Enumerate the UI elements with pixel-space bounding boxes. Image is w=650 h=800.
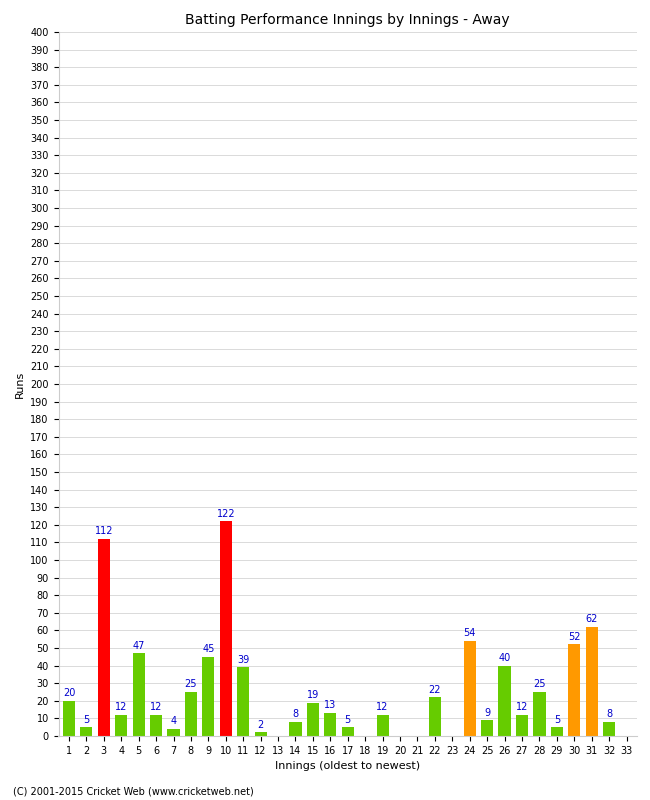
Text: 62: 62 — [586, 614, 598, 624]
Title: Batting Performance Innings by Innings - Away: Batting Performance Innings by Innings -… — [185, 13, 510, 26]
Bar — [168, 729, 179, 736]
Bar — [237, 667, 250, 736]
Bar — [98, 539, 110, 736]
Bar — [481, 720, 493, 736]
Bar — [185, 692, 197, 736]
Bar — [603, 722, 615, 736]
Bar — [289, 722, 302, 736]
Bar — [115, 715, 127, 736]
Bar — [429, 698, 441, 736]
Text: 8: 8 — [292, 710, 298, 719]
Bar — [324, 713, 337, 736]
Text: 8: 8 — [606, 710, 612, 719]
Text: 4: 4 — [170, 716, 177, 726]
Text: 2: 2 — [257, 720, 264, 730]
Text: 22: 22 — [428, 685, 441, 694]
X-axis label: Innings (oldest to newest): Innings (oldest to newest) — [275, 762, 421, 771]
Bar — [551, 727, 563, 736]
Bar — [463, 641, 476, 736]
Text: 47: 47 — [133, 641, 145, 650]
Text: 25: 25 — [185, 679, 197, 690]
Text: 122: 122 — [216, 509, 235, 518]
Bar — [133, 654, 145, 736]
Text: 12: 12 — [376, 702, 389, 712]
Bar — [307, 702, 319, 736]
Text: 20: 20 — [63, 688, 75, 698]
Bar — [516, 715, 528, 736]
Bar — [342, 727, 354, 736]
Text: 5: 5 — [83, 714, 90, 725]
Bar — [202, 657, 215, 736]
Text: 40: 40 — [499, 653, 511, 663]
Text: 39: 39 — [237, 654, 250, 665]
Text: 5: 5 — [344, 714, 351, 725]
Bar — [586, 627, 598, 736]
Text: 25: 25 — [533, 679, 545, 690]
Text: 5: 5 — [554, 714, 560, 725]
Text: 12: 12 — [150, 702, 162, 712]
Bar — [255, 733, 266, 736]
Text: 12: 12 — [516, 702, 528, 712]
Text: 54: 54 — [463, 628, 476, 638]
Text: 19: 19 — [307, 690, 319, 700]
Text: 9: 9 — [484, 707, 490, 718]
Bar — [81, 727, 92, 736]
Bar — [568, 645, 580, 736]
Text: (C) 2001-2015 Cricket Web (www.cricketweb.net): (C) 2001-2015 Cricket Web (www.cricketwe… — [13, 786, 254, 796]
Bar — [220, 522, 232, 736]
Bar — [499, 666, 511, 736]
Bar — [63, 701, 75, 736]
Bar — [376, 715, 389, 736]
Text: 52: 52 — [568, 632, 580, 642]
Bar — [533, 692, 545, 736]
Text: 12: 12 — [115, 702, 127, 712]
Y-axis label: Runs: Runs — [14, 370, 25, 398]
Text: 45: 45 — [202, 644, 215, 654]
Bar — [150, 715, 162, 736]
Text: 13: 13 — [324, 701, 337, 710]
Text: 112: 112 — [94, 526, 113, 536]
